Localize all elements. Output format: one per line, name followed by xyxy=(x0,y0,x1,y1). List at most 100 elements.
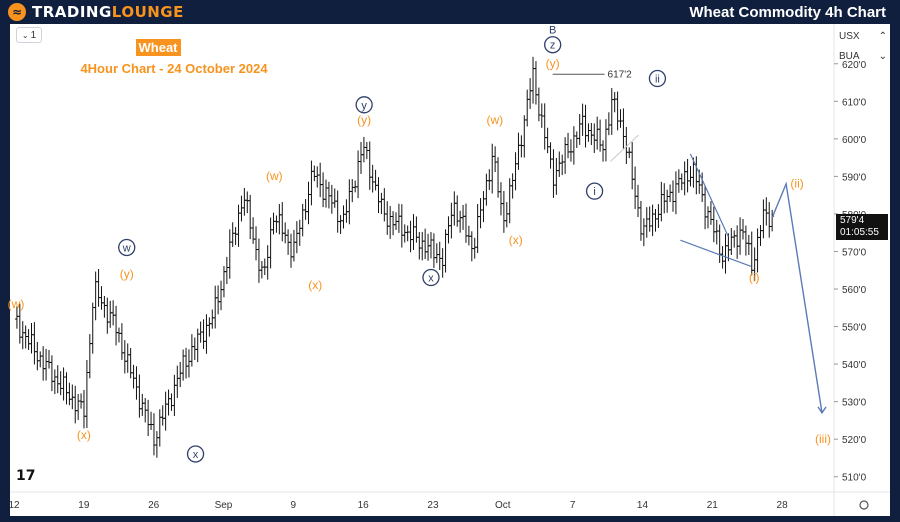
candle xyxy=(245,191,250,214)
candle xyxy=(679,173,684,191)
candle xyxy=(163,391,168,431)
candle xyxy=(577,114,582,145)
time-tick-label: 14 xyxy=(637,500,649,511)
wave-label-text: y xyxy=(361,100,367,112)
candle xyxy=(216,285,221,315)
wave-label-text: i xyxy=(593,186,595,198)
candle xyxy=(64,372,69,405)
price-tick-label: 530'0 xyxy=(842,398,867,409)
candle xyxy=(723,233,728,274)
candle xyxy=(484,173,489,206)
candle xyxy=(411,214,416,250)
candle xyxy=(571,126,576,165)
candle xyxy=(58,371,63,396)
candle xyxy=(146,399,151,437)
candle xyxy=(192,337,197,361)
candle xyxy=(134,366,139,400)
candle xyxy=(630,142,635,190)
wave-label-ring xyxy=(585,182,604,200)
candle xyxy=(388,206,393,239)
candle xyxy=(437,241,442,270)
candle xyxy=(29,323,34,354)
candle xyxy=(87,334,92,379)
logo-wordmark: TRADINGLOUNGE xyxy=(32,3,184,21)
candle xyxy=(525,89,530,127)
last-price: 579'4 xyxy=(840,215,865,226)
candle xyxy=(665,189,670,213)
wave-label-circled: z xyxy=(544,36,562,54)
wave-label-circled: x xyxy=(422,268,440,287)
currency-selector[interactable]: USX ⌃ xyxy=(839,28,887,44)
candle xyxy=(181,349,186,381)
candle xyxy=(414,216,419,243)
candle xyxy=(662,183,667,214)
candle xyxy=(370,164,375,193)
candle xyxy=(481,191,486,223)
candle xyxy=(469,231,474,262)
interval-selector[interactable]: ⌄ 1 xyxy=(16,27,42,43)
candle xyxy=(516,132,521,170)
candle xyxy=(746,234,751,255)
projection-path xyxy=(771,181,823,414)
candle xyxy=(536,87,541,122)
candle xyxy=(458,210,463,233)
wave-label-minor: (y) xyxy=(546,57,560,71)
candle xyxy=(688,166,693,187)
candle xyxy=(574,131,579,148)
scale-label: BUA xyxy=(839,50,860,62)
candle xyxy=(102,295,107,318)
candle xyxy=(580,103,585,136)
candle xyxy=(758,225,763,246)
candle xyxy=(735,225,740,259)
candle xyxy=(528,78,533,109)
candle xyxy=(475,203,480,254)
candle xyxy=(277,204,282,235)
candle xyxy=(606,112,611,136)
candle xyxy=(251,217,256,244)
candle xyxy=(647,206,652,232)
candle xyxy=(358,141,363,174)
bar-countdown: 01:05:55 xyxy=(840,227,879,238)
time-tick-label: Sep xyxy=(215,500,233,511)
candle xyxy=(297,219,302,246)
wave-label-circled: ii xyxy=(648,69,667,88)
candle xyxy=(682,161,687,196)
candle xyxy=(268,217,273,269)
candle xyxy=(402,224,407,243)
wave-label-minor: (w) xyxy=(8,297,25,311)
candle xyxy=(668,184,673,203)
candle xyxy=(440,248,445,278)
candle xyxy=(175,365,180,398)
candle xyxy=(55,365,60,394)
candle xyxy=(542,103,547,150)
interval-value: 1 xyxy=(30,29,37,41)
wave-label-ring xyxy=(648,69,667,88)
candle xyxy=(356,150,361,199)
candle xyxy=(233,227,238,245)
candle xyxy=(341,205,346,229)
candle xyxy=(73,385,78,424)
wedge-upper-line xyxy=(689,153,729,237)
resistance-label: 617'2 xyxy=(608,69,633,80)
tradinglounge-logo: ≈ TRADINGLOUNGE xyxy=(8,2,184,22)
candle xyxy=(545,127,550,154)
wave-label-ring xyxy=(355,96,373,114)
candle xyxy=(140,393,145,416)
candle xyxy=(740,219,745,240)
candle xyxy=(219,280,224,311)
time-tick-label: 19 xyxy=(78,500,90,511)
settings-icon[interactable] xyxy=(859,500,869,510)
candle xyxy=(554,157,559,195)
candle xyxy=(151,413,156,456)
price-tick-label: 540'0 xyxy=(842,360,867,371)
scale-selector[interactable]: BUA ⌄ xyxy=(839,48,887,64)
candle xyxy=(131,364,136,389)
candle xyxy=(638,200,643,241)
candle xyxy=(743,225,748,256)
candle xyxy=(560,154,565,176)
candle xyxy=(708,201,713,225)
top-header-bar: ≈ TRADINGLOUNGE Wheat Commodity 4h Chart xyxy=(0,0,900,24)
candle xyxy=(76,394,81,420)
wave-label-text: w xyxy=(122,242,131,254)
